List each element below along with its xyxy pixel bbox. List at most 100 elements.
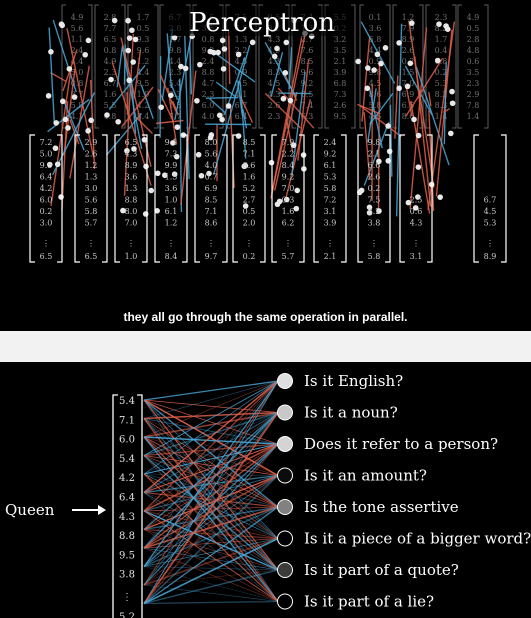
weight-line xyxy=(143,399,279,571)
neuron-node xyxy=(207,134,214,141)
neuron-node xyxy=(374,51,381,58)
connection-line xyxy=(209,98,226,114)
vector-value: 8.6 xyxy=(205,219,218,228)
neuron-node xyxy=(293,205,300,212)
vector-value: 3.2 xyxy=(368,207,381,216)
neuron-node xyxy=(54,161,61,168)
background-value: 3.5 xyxy=(334,46,347,55)
input-vector: 2.5 0.6 4.3 ⋮ 3.1 xyxy=(399,134,433,263)
input-vector: 7.2 5.0 9.5 6.4 4.2 6.0 0.2 3.0 ⋮ 6.5 xyxy=(29,134,63,263)
vector-value: 5.7 xyxy=(85,219,98,228)
neuron-node xyxy=(154,170,161,177)
connection-line xyxy=(205,96,239,99)
question-label: Is the tone assertive xyxy=(304,498,459,516)
bracket xyxy=(457,4,462,129)
neuron-node xyxy=(45,93,52,99)
connection-line xyxy=(428,110,435,211)
neuron-node xyxy=(443,23,449,29)
vector-bracket-left xyxy=(232,134,238,263)
weight-line xyxy=(143,443,279,457)
vector-last-value: 0.2 xyxy=(243,252,256,261)
neuron-node xyxy=(162,172,168,179)
background-value: 4.9 xyxy=(268,46,281,55)
neuron-node xyxy=(142,211,149,217)
vector-ellipsis: ⋮ xyxy=(207,239,215,248)
background-value: 5.0 xyxy=(71,68,84,77)
weight-line xyxy=(143,547,279,602)
neuron-panel: Queen 5.4 7.1 6.0 5.4 4.2 6.4 4.3 8.8 9.5 3.8 ⋮ 5.2 I… xyxy=(0,362,531,618)
neuron-node xyxy=(271,53,278,60)
weight-line xyxy=(143,399,279,413)
background-value: 4.8 xyxy=(467,46,480,55)
background-value: 1.6 xyxy=(104,90,117,99)
background-value: 8.6 xyxy=(402,112,415,121)
weight-line xyxy=(143,399,279,445)
question-neuron: Is it a noun? xyxy=(277,404,398,422)
vector-ellipsis: ⋮ xyxy=(284,239,292,248)
weight-line xyxy=(143,412,279,567)
background-value: 6.8 xyxy=(334,79,347,88)
vector-value: 3.0 xyxy=(85,184,98,193)
connection-line xyxy=(184,35,190,180)
neuron-node xyxy=(283,196,290,203)
bracket xyxy=(351,4,356,129)
vector-last-value: 6.5 xyxy=(85,252,98,261)
neuron-node xyxy=(280,95,287,102)
weight-line xyxy=(143,443,279,549)
vector-ellipsis: ⋮ xyxy=(486,239,494,248)
neuron-node xyxy=(158,104,165,111)
neuron-node xyxy=(130,59,136,65)
vector-value: 4.0 xyxy=(205,161,218,170)
neuron-node xyxy=(85,128,91,134)
vector-value: 1.2 xyxy=(85,161,98,170)
connection-line xyxy=(284,99,311,203)
background-value: 1.2 xyxy=(137,57,150,66)
neuron-node xyxy=(449,88,455,95)
vector-value: 6.1 xyxy=(324,161,337,170)
background-value: 1.5 xyxy=(402,68,415,77)
neuron-node xyxy=(197,61,203,68)
background-value: 1.1 xyxy=(71,35,84,44)
weight-line xyxy=(143,475,279,604)
vector-value: 2.6 xyxy=(368,173,381,182)
background-value: 8.8 xyxy=(202,68,215,77)
background-value: 8.2 xyxy=(435,90,448,99)
bracket xyxy=(225,4,230,129)
neuron-node xyxy=(385,123,391,129)
vector-value: 6.0 xyxy=(40,196,53,205)
bracket xyxy=(359,4,364,129)
background-value: 7.7 xyxy=(104,24,117,33)
vector-value: 0.6 xyxy=(410,207,423,216)
title: Perceptron xyxy=(189,8,335,38)
vector-last-value: 5.7 xyxy=(282,252,295,261)
connection-line xyxy=(66,28,95,158)
background-value: 2.6 xyxy=(402,46,415,55)
neuron-node xyxy=(111,17,118,24)
neuron-node xyxy=(434,57,441,64)
weight-line xyxy=(143,436,279,508)
background-value: 4.4 xyxy=(369,46,382,55)
neuron-node xyxy=(198,172,205,179)
background-value: 9.3 xyxy=(137,35,150,44)
weight-line xyxy=(143,380,279,456)
bracket xyxy=(452,4,457,129)
background-value: 4.9 xyxy=(71,13,84,22)
neuron-node xyxy=(82,51,88,58)
vector-value: 8.0 xyxy=(205,138,218,147)
neuron-node xyxy=(274,45,280,52)
vector-bracket-right xyxy=(102,134,108,263)
background-value: 1.2 xyxy=(402,13,415,22)
vector-ellipsis: ⋮ xyxy=(167,239,175,248)
background-value: 8.5 xyxy=(301,90,314,99)
weight-line xyxy=(143,411,279,494)
connection-line xyxy=(170,83,179,101)
vector-ellipsis: ⋮ xyxy=(245,239,253,248)
weight-line xyxy=(143,443,279,493)
vector-value: 9.2 xyxy=(324,150,337,159)
question-neuron: Is it part of a lie? xyxy=(277,593,434,611)
neuron-node xyxy=(396,85,402,92)
bracket xyxy=(291,4,296,129)
neuron-node xyxy=(283,39,290,46)
question-neuron: Is it English? xyxy=(277,372,403,390)
vector-bracket-left xyxy=(194,134,200,263)
